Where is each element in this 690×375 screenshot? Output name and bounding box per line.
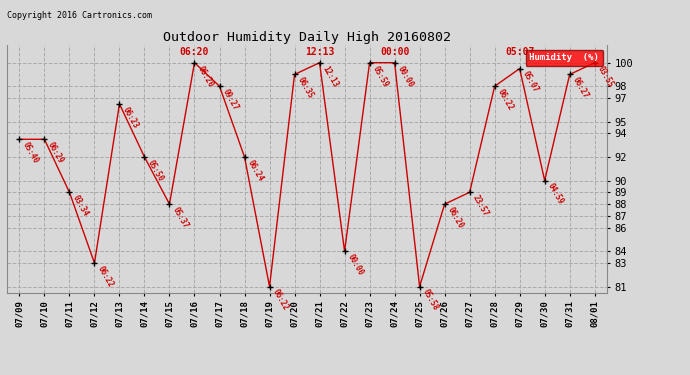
Text: 05:37: 05:37 [171,206,190,230]
Text: 06:22: 06:22 [96,264,115,289]
Title: Outdoor Humidity Daily High 20160802: Outdoor Humidity Daily High 20160802 [163,31,451,44]
Text: 05:07: 05:07 [521,70,540,94]
Text: 06:35: 06:35 [296,76,315,100]
Text: 00:00: 00:00 [346,253,365,277]
Text: 06:20: 06:20 [196,64,215,88]
Text: 06:23: 06:23 [121,105,140,130]
Text: 05:40: 05:40 [21,141,40,165]
Text: 03:34: 03:34 [71,194,90,218]
Text: 04:59: 04:59 [546,182,565,207]
Text: 12:13: 12:13 [305,47,334,57]
Text: 05:50: 05:50 [146,158,165,183]
Text: 23:57: 23:57 [471,194,491,218]
Text: 03:55: 03:55 [596,64,615,88]
Text: 05:58: 05:58 [421,288,440,312]
Text: 09:27: 09:27 [221,88,240,112]
Text: 06:22: 06:22 [496,88,515,112]
Legend: Humidity  (%): Humidity (%) [526,50,602,66]
Text: 06:29: 06:29 [46,141,65,165]
Text: Copyright 2016 Cartronics.com: Copyright 2016 Cartronics.com [7,11,152,20]
Text: 06:24: 06:24 [246,158,265,183]
Text: 00:00: 00:00 [380,47,409,57]
Text: 00:00: 00:00 [396,64,415,88]
Text: 06:20: 06:20 [180,47,209,57]
Text: 05:59: 05:59 [371,64,391,88]
Text: 05:07: 05:07 [505,47,534,57]
Text: 06:20: 06:20 [446,206,465,230]
Text: 06:22: 06:22 [271,288,290,312]
Text: 12:13: 12:13 [321,64,340,88]
Text: 06:27: 06:27 [571,76,591,100]
